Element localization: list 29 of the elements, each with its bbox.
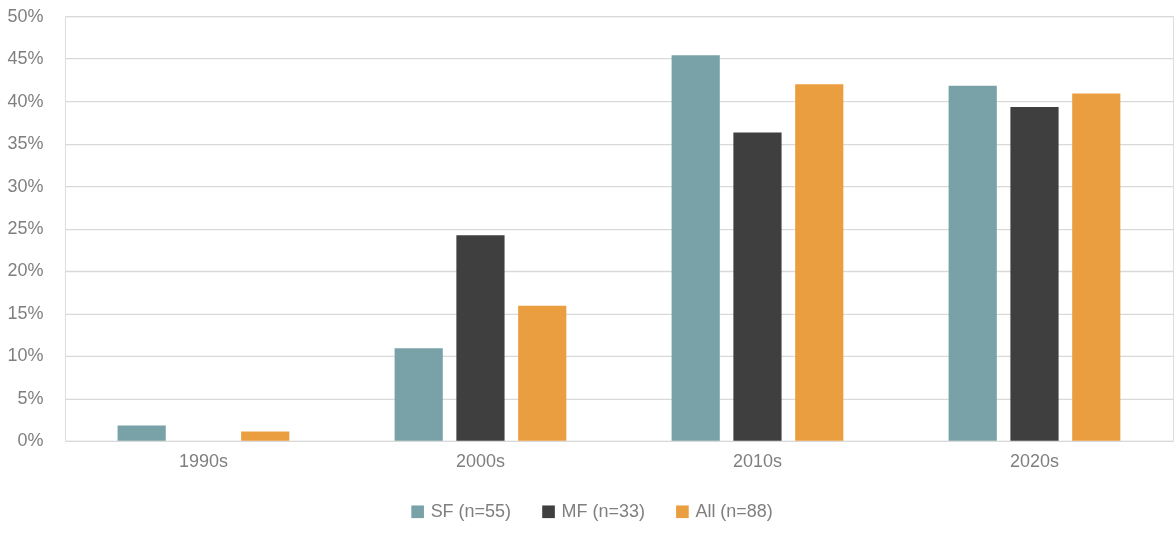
bar — [117, 425, 166, 441]
legend-label: SF (n=55) — [430, 500, 512, 521]
y-tick-label: 40% — [7, 90, 44, 111]
bar — [795, 84, 844, 441]
y-tick-label: 10% — [7, 345, 44, 366]
y-tick-label: 50% — [7, 5, 44, 26]
x-tick-label: 2010s — [733, 451, 782, 472]
bar — [1010, 107, 1059, 441]
bar — [456, 235, 505, 441]
bar — [948, 85, 997, 441]
y-tick-label: 30% — [7, 175, 44, 196]
legend-label: MF (n=33) — [561, 500, 645, 521]
x-tick-label: 1990s — [178, 451, 228, 472]
y-tick-label: 35% — [7, 133, 44, 154]
bar — [518, 305, 567, 441]
x-tick-label: 2020s — [1010, 451, 1059, 472]
y-tick-label: 5% — [17, 387, 44, 408]
bar — [241, 431, 290, 441]
y-tick-label: 25% — [7, 218, 44, 239]
bar — [1072, 93, 1121, 441]
bar — [394, 348, 443, 441]
bar — [671, 55, 720, 441]
y-tick-label: 15% — [7, 302, 44, 323]
y-tick-label: 20% — [7, 260, 44, 281]
y-tick-label: 45% — [7, 48, 44, 69]
x-tick-label: 2000s — [455, 451, 505, 472]
bar — [733, 132, 782, 441]
legend-label: All (n=88) — [695, 500, 773, 521]
y-tick-label: 0% — [17, 430, 44, 451]
